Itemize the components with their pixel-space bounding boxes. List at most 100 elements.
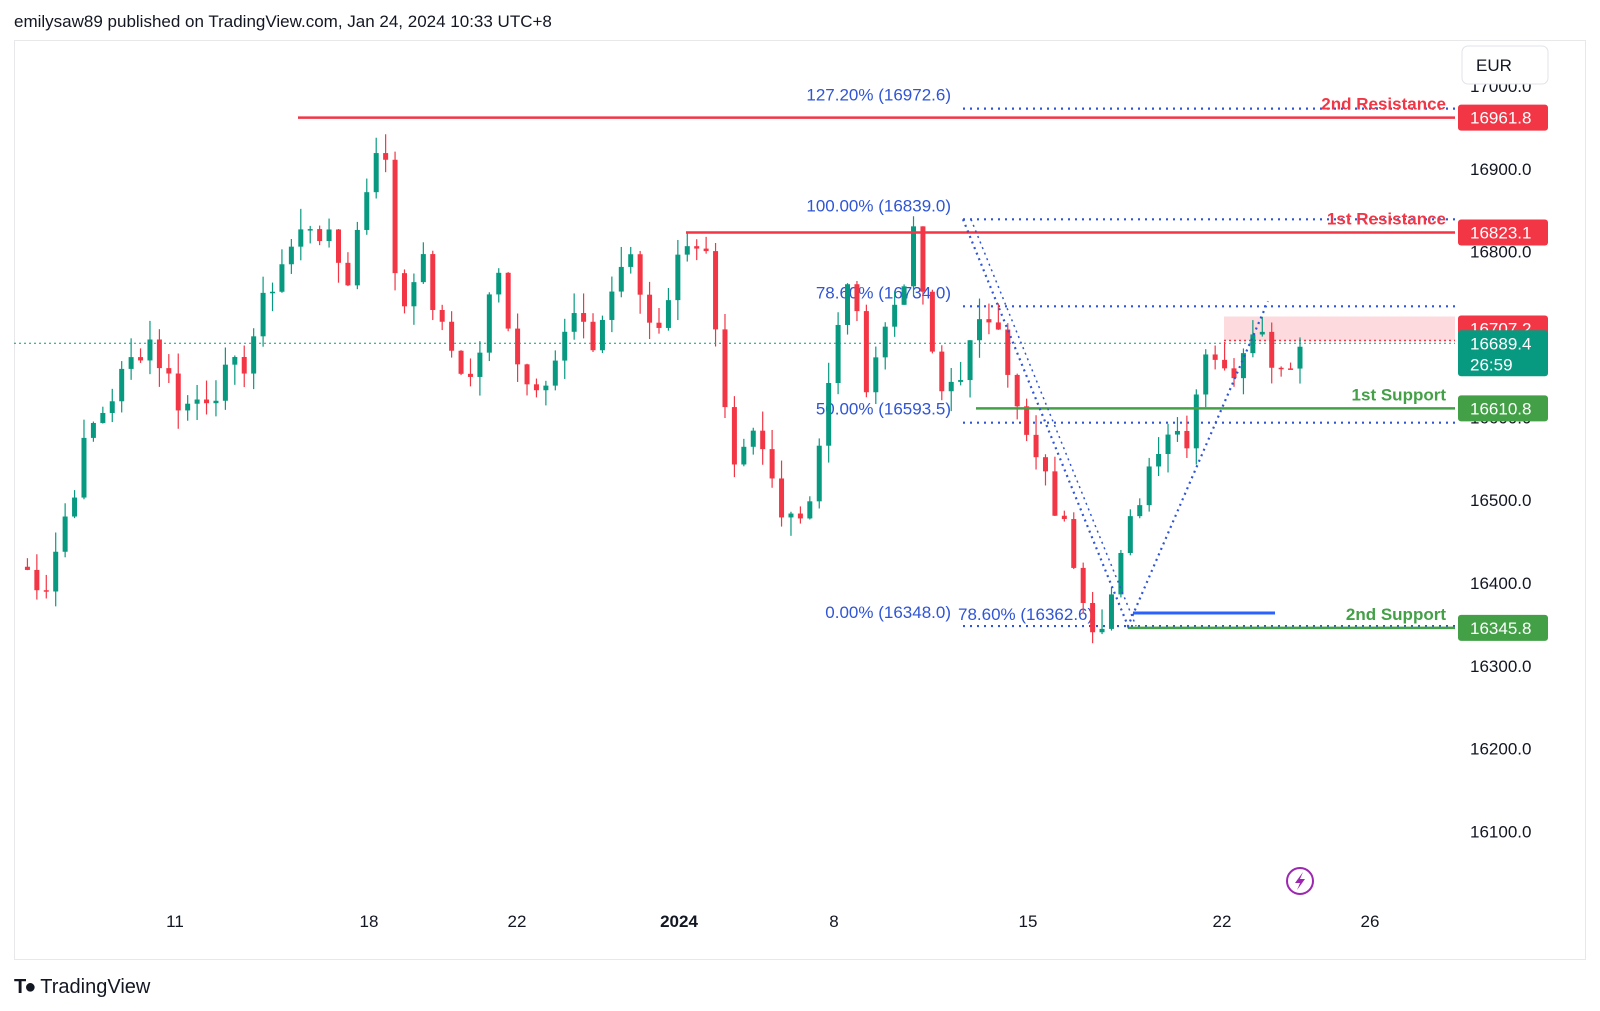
x-tick-label: 11 [166,912,184,931]
tradingview-logo-icon: T● [14,976,36,998]
candle-body [920,226,926,292]
candle-body [288,246,294,265]
price-tag-1st-resistance-bg [1458,219,1548,246]
candle-body [1184,430,1190,449]
candle-body [788,513,794,518]
y-tick-label: 16100.0 [1470,823,1531,842]
candle-body [232,357,238,365]
candle-body [1212,354,1218,360]
candle-body [24,566,30,570]
candle-body [317,229,323,242]
candle-body [109,401,115,413]
candle-body [1288,368,1294,370]
candle-body [128,357,134,369]
candle-body [401,273,407,307]
candle-body [524,364,530,385]
candle-body [373,153,379,193]
candle-body [1165,434,1171,455]
candle-body [213,400,219,404]
candle-body [345,262,351,286]
level-label: 1st Support [1352,385,1447,404]
candle-body [1156,454,1162,467]
candle-body [590,321,596,351]
candle-body [1250,334,1256,354]
y-tick-label: 16400.0 [1470,574,1531,593]
x-tick-label: 26 [1361,912,1380,931]
candle-body [609,291,615,320]
fib-level-label: 127.20% (16972.6) [806,86,951,105]
candle-body [882,326,888,358]
brand-name: TradingView [40,976,151,998]
candle-body [986,319,992,323]
candle-body [467,373,473,377]
price-tag-1st-support: 16610.8 [1470,399,1531,418]
candle-body [1231,368,1237,379]
candle-body [1108,594,1114,629]
candle-body [486,294,492,353]
candle-body [449,321,455,351]
candle-body [684,246,690,255]
candle-body [713,251,719,330]
candle-body [562,331,568,361]
candle-body [1146,466,1152,506]
candle-body [1203,354,1209,395]
candle-body [505,272,511,329]
candle-body [119,368,125,402]
support-resistance-levels[interactable]: 2nd Resistance 1st Resistance 1st Support 2… [298,95,1455,630]
candle-body [637,254,643,295]
y-axis: 16100.016200.016300.016400.016500.016600… [1470,77,1531,842]
y-tick-label: 16500.0 [1470,491,1531,510]
candle-body [1127,516,1133,553]
candle-body [901,286,907,305]
candle-body [420,254,426,283]
candle-body [665,300,671,328]
candle-body [100,412,106,423]
candle-body [722,329,728,408]
candle-body [628,254,634,267]
candle-body [1222,359,1228,369]
candle-body [948,381,954,392]
last-price-tag: 16689.4 [1470,334,1531,353]
chart-frame [14,40,1586,960]
candle-body [863,311,869,393]
x-tick-label: 2024 [660,912,698,931]
candle-body [929,291,935,352]
candle-body [656,322,662,328]
fib-swing-path-2 [970,219,1137,627]
candle-body [477,352,483,377]
candle-body [1080,567,1086,603]
candle-body [703,248,709,252]
price-tags: 16961.816823.116707.216610.816345.816689… [1458,104,1548,641]
candle-body [34,569,40,591]
candle-body [81,437,87,498]
candlesticks [24,134,1303,644]
candle-body [1269,331,1275,368]
candle-body [647,294,653,323]
tradingview-brand[interactable]: T● TradingView [14,976,150,999]
price-tag-2nd-resistance: 16961.8 [1470,109,1531,128]
candle-body [599,319,605,351]
candle-body [354,229,360,286]
candle-body [222,364,228,401]
x-axis: 11 18 22 2024 8 15 22 26 [166,912,1379,931]
candle-body [760,430,766,450]
lightning-icon[interactable] [1286,867,1314,895]
candle-body [675,254,681,301]
candle-body [1052,471,1058,516]
candle-body [336,229,341,263]
candle-body [307,229,313,231]
resistance-zone [1224,316,1455,341]
price-tag-2nd-support-bg [1458,614,1548,641]
candle-body [533,384,539,391]
currency-button[interactable]: EUR [1461,45,1549,85]
candle-body [581,313,587,322]
candle-body [977,319,982,341]
candle-body [156,339,162,369]
candle-body [241,357,247,374]
candle-body [826,382,832,446]
candle-body [694,246,700,249]
candle-body [1174,430,1180,435]
candle-body [1090,602,1096,633]
candle-body [43,590,49,592]
